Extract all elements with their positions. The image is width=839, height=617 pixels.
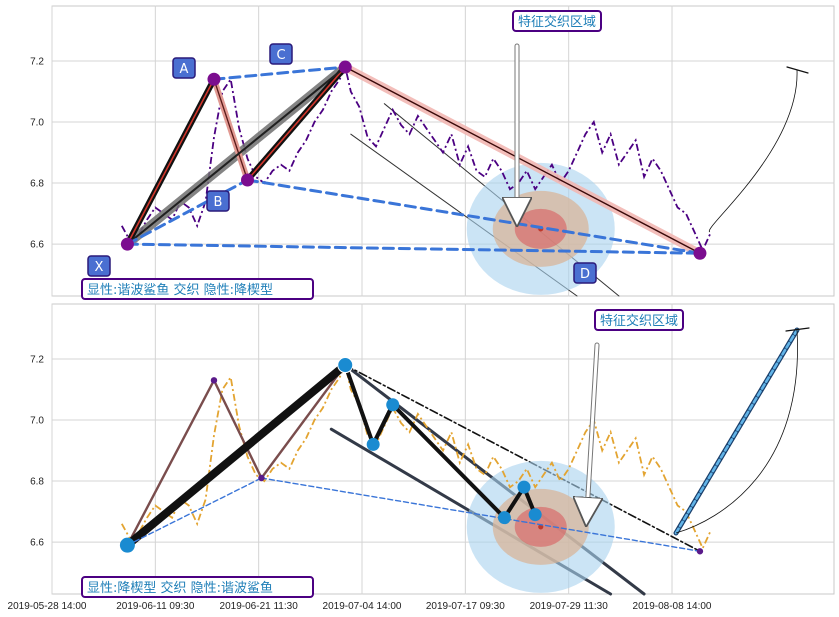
y-tick-label: 6.6 [30,240,44,251]
pivot-point [258,474,265,482]
point-label-box-x [87,255,111,277]
pattern-annotation-lower: 显性:降楔型 交织 隐性:谐波鲨鱼 [87,580,273,596]
point-label-x: X [95,260,104,275]
dashed-XD [125,242,702,255]
x-tick-label: 2019-08-08 14:00 [633,601,712,612]
pattern-point-a [207,72,221,86]
zone-label-lower: 特征交织区域 [600,313,678,329]
pattern-annotation-lower-box [81,576,314,598]
brown-leg [126,379,216,547]
pivot-point [119,537,135,553]
y-tick-label: 6.8 [30,477,44,488]
zone-label-upper-box [512,10,602,32]
point-label-a: A [180,62,189,77]
dashed-blue [126,477,263,546]
y-tick-label: 7.2 [30,354,44,365]
bracket-arc [675,329,798,534]
zigzag-leg [371,402,395,447]
pivot-point [497,511,511,525]
pivot-point [528,508,542,522]
zigzag-leg [390,402,507,520]
pivot-point [366,437,380,451]
xc-core-line [126,66,347,246]
leg-XA-inner [126,78,215,245]
x-tick-label: 2019-06-21 11:30 [220,601,299,612]
projection-line-inner [674,328,799,535]
point-label-d: D [580,267,590,282]
x-tick-label: 2019-07-17 09:30 [426,601,505,612]
point-label-box-c [269,43,293,65]
cd-line [344,66,701,254]
pattern-point-x [120,237,134,251]
bracket-cap [786,66,809,74]
bracket-arc [708,69,798,233]
pattern-point-d [693,246,707,260]
point-label-box-b [206,190,230,212]
point-label-c: C [276,48,285,63]
x-tick-label: 2019-07-29 11:30 [530,601,609,612]
pivot-point [210,377,218,384]
zone-arrow-shaft-inner [587,343,597,512]
y-tick-label: 7.2 [30,56,44,67]
ab-line [213,78,249,181]
pivot-point [696,548,704,555]
point-label-b: B [214,195,223,210]
y-tick-label: 6.8 [30,179,44,190]
zone-label-upper: 特征交织区域 [518,14,596,30]
y-tick-label: 7.0 [30,118,44,129]
point-label-box-a [172,57,196,79]
y-tick-label: 6.6 [30,538,44,549]
brown-leg [260,363,347,480]
dashed-AC [212,65,347,81]
x-tick-label: 2019-07-04 14:00 [323,601,402,612]
pattern-annotation-upper: 显性:谐波鲨鱼 交织 隐性:降楔型 [87,282,273,298]
pattern-point-c [338,60,352,74]
zone-label-lower-box [594,309,684,331]
xc-thick-line [123,361,350,550]
pivot-point [386,398,400,412]
point-label-box-d [573,262,597,284]
brown-leg [212,379,263,480]
pivot-point [337,357,354,374]
leg-BC-inner [246,66,347,181]
y-tick-label: 7.0 [30,416,44,427]
x-tick-label: 2019-06-11 09:30 [116,601,195,612]
dash-dot-line [344,364,701,553]
dashed-blue [260,477,701,552]
pattern-annotation-upper-box [81,278,314,300]
bracket-cap [785,327,810,332]
pivot-point [517,480,531,494]
pattern-point-b [241,173,254,187]
x-tick-label: 2019-05-28 14:00 [8,601,87,612]
dashed-BD [246,178,702,255]
zigzag-leg [343,363,376,447]
